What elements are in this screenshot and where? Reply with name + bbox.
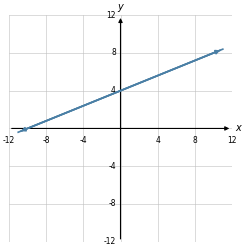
Text: 8: 8 [192, 136, 197, 145]
Text: x: x [235, 124, 241, 133]
Text: 12: 12 [106, 11, 116, 20]
Text: -12: -12 [3, 136, 15, 145]
Text: -4: -4 [79, 136, 87, 145]
Text: 4: 4 [111, 86, 116, 95]
Text: 12: 12 [227, 136, 237, 145]
Text: -4: -4 [108, 162, 116, 171]
Text: -12: -12 [104, 237, 116, 246]
Text: -8: -8 [108, 199, 116, 208]
Text: y: y [118, 2, 123, 12]
Text: 4: 4 [155, 136, 160, 145]
Text: -8: -8 [42, 136, 50, 145]
Text: 8: 8 [111, 49, 116, 58]
